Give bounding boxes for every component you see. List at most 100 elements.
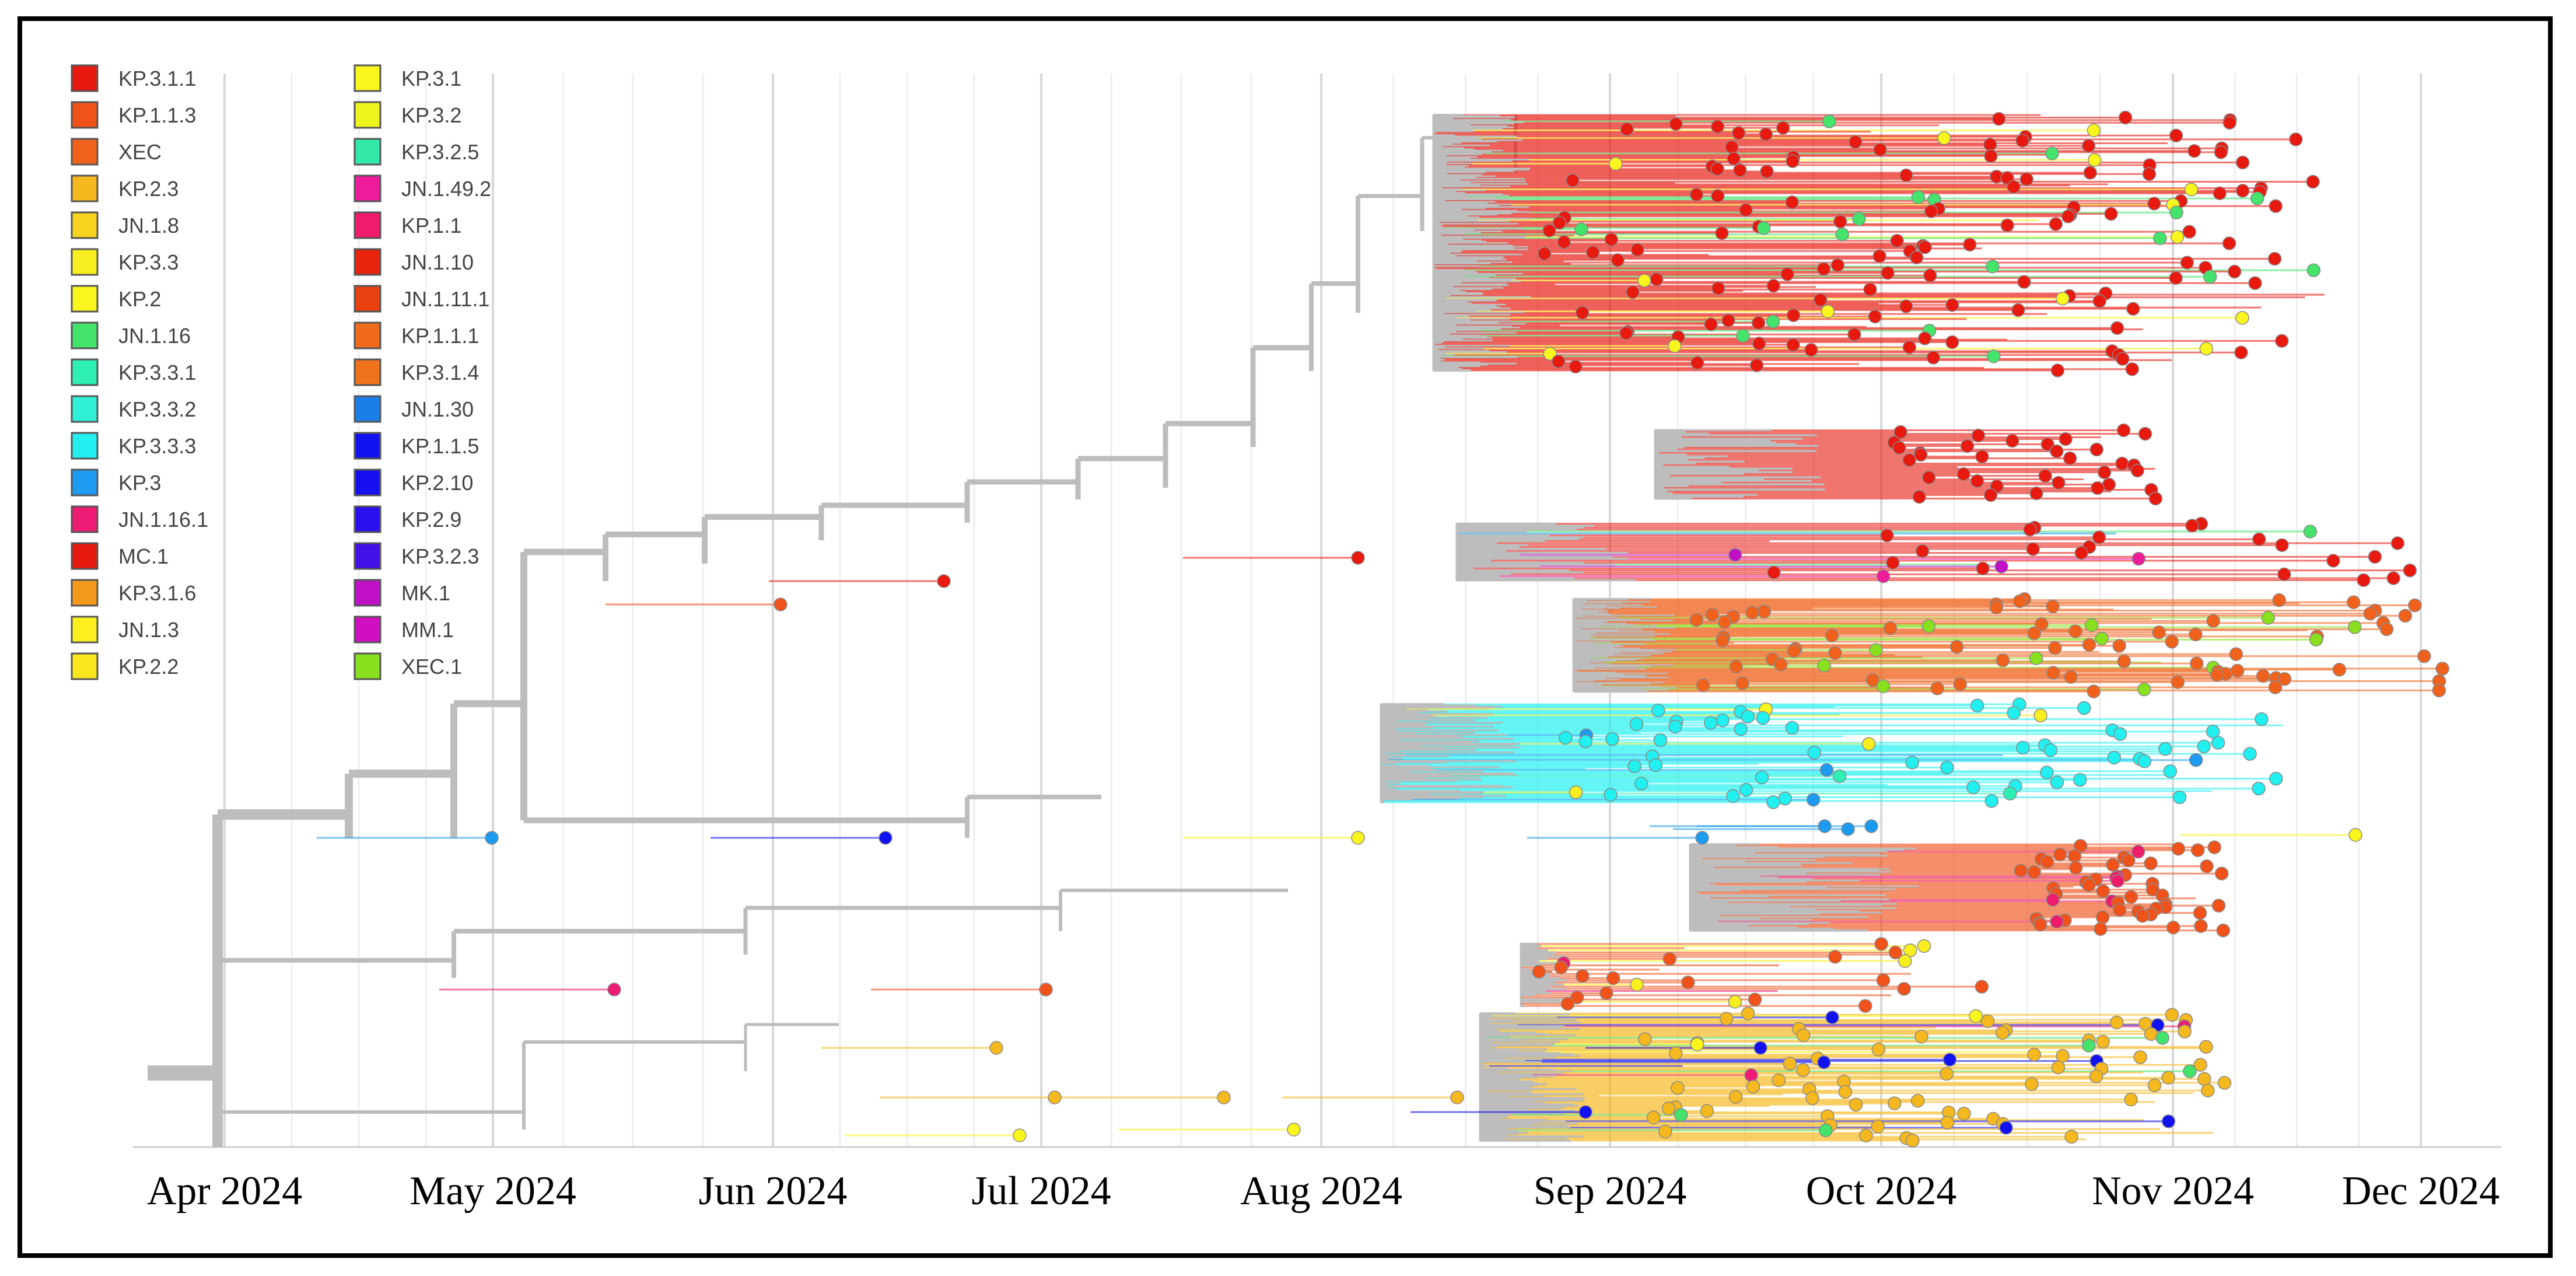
tip-node bbox=[1818, 819, 1832, 833]
tip-node bbox=[1833, 214, 1847, 229]
tip-node bbox=[2194, 919, 2208, 933]
tip-node bbox=[1674, 1108, 1688, 1122]
tip-node bbox=[774, 597, 788, 611]
tip-node bbox=[1756, 221, 1771, 235]
tip-node bbox=[1986, 349, 2001, 363]
tip-node bbox=[2115, 456, 2129, 471]
tip-node bbox=[1557, 235, 1571, 249]
tip-node bbox=[2272, 593, 2286, 607]
tip-node bbox=[2229, 647, 2244, 661]
tip-node bbox=[2074, 546, 2088, 560]
tip-node bbox=[2170, 230, 2185, 244]
tip-node bbox=[2379, 622, 2394, 637]
legend-label: JN.1.49.2 bbox=[401, 177, 491, 201]
legend-swatch bbox=[354, 138, 382, 166]
tip-node bbox=[1604, 788, 1618, 802]
tip-node bbox=[1873, 249, 1887, 263]
tip-node bbox=[1876, 679, 1891, 693]
tip-node bbox=[1828, 646, 1842, 660]
tip-node bbox=[2432, 683, 2446, 698]
tip-node bbox=[1716, 713, 1730, 728]
tip-node bbox=[2368, 550, 2382, 564]
legend-swatch bbox=[354, 101, 382, 129]
legend-label: KP.3.3.2 bbox=[118, 397, 196, 421]
legend-label: KP.2 bbox=[118, 287, 161, 311]
tip-node bbox=[1733, 163, 1747, 177]
tip-node bbox=[2185, 519, 2199, 533]
legend-label: KP.2.9 bbox=[401, 508, 461, 532]
tip-node bbox=[1543, 347, 1557, 361]
tip-node bbox=[1629, 717, 1644, 731]
tip-node bbox=[1751, 316, 1766, 330]
tip-node bbox=[1866, 673, 1880, 687]
tip-node bbox=[1700, 1104, 1714, 1118]
legend-label: KP.3.1 bbox=[401, 67, 461, 90]
legend-label: JN.1.10 bbox=[401, 250, 474, 274]
tip-node bbox=[1668, 1046, 1683, 1061]
legend-label: KP.2.2 bbox=[118, 655, 178, 679]
tip-node bbox=[2197, 739, 2211, 754]
tip-node bbox=[1912, 490, 1926, 504]
tip-node bbox=[2102, 477, 2116, 492]
tip-node bbox=[2085, 618, 2099, 632]
tip-node bbox=[2094, 922, 2108, 936]
tip-node bbox=[2038, 469, 2052, 483]
tip-node bbox=[2326, 554, 2340, 568]
tip-node bbox=[1825, 628, 1839, 642]
tip-node bbox=[1650, 272, 1664, 286]
tip-node bbox=[2407, 598, 2422, 613]
axis-tick-label: Sep 2024 bbox=[1534, 1169, 1687, 1214]
legend-swatch bbox=[71, 579, 99, 607]
tip-node bbox=[2000, 218, 2014, 233]
tip-node bbox=[2056, 1048, 2070, 1063]
tip-node bbox=[1569, 785, 1583, 799]
tip-node bbox=[2106, 858, 2120, 872]
tip-node bbox=[1711, 281, 1726, 295]
tip-node bbox=[1566, 173, 1580, 188]
tip-node bbox=[1772, 1073, 1786, 1088]
legend-swatch bbox=[354, 395, 382, 423]
tip-node bbox=[2011, 303, 2025, 317]
tip-node bbox=[1703, 716, 1718, 730]
tip-node bbox=[2089, 1069, 2104, 1083]
tip-node bbox=[1819, 1123, 1833, 1138]
tip-node bbox=[2213, 186, 2227, 201]
legend-label: JN.1.3 bbox=[118, 618, 179, 642]
tip-node bbox=[1980, 1014, 1995, 1029]
tip-node bbox=[2052, 476, 2066, 490]
tip-node bbox=[1570, 990, 1584, 1005]
tip-node bbox=[1841, 822, 1855, 836]
legend-swatch bbox=[71, 432, 99, 460]
tip-node bbox=[2023, 522, 2037, 537]
tip-node bbox=[2020, 172, 2034, 186]
tip-node bbox=[2082, 878, 2096, 892]
tip-node bbox=[485, 831, 499, 845]
tip-node bbox=[2261, 611, 2275, 625]
tip-node bbox=[2346, 595, 2361, 609]
tip-node bbox=[2064, 670, 2078, 684]
tip-node bbox=[2267, 251, 2282, 266]
tip-node bbox=[1619, 326, 1633, 340]
tip-node bbox=[2217, 1076, 2232, 1090]
tree-tips bbox=[485, 110, 2449, 1148]
tip-node bbox=[2046, 599, 2060, 614]
tip-node bbox=[2029, 486, 2043, 501]
tip-node bbox=[2117, 654, 2132, 669]
tip-node bbox=[1887, 1096, 1902, 1110]
tip-node bbox=[1606, 971, 1620, 985]
tip-node bbox=[1975, 980, 1989, 994]
tip-node bbox=[1778, 791, 1792, 806]
tip-node bbox=[1532, 964, 1546, 979]
legend-label: KP.2.10 bbox=[401, 471, 473, 495]
tip-node bbox=[1995, 1026, 2010, 1040]
tip-node bbox=[2197, 1072, 2211, 1086]
tip-node bbox=[2088, 153, 2102, 167]
tip-node bbox=[1560, 997, 1575, 1011]
tip-node bbox=[1696, 678, 1710, 693]
tip-node bbox=[1863, 282, 1877, 297]
legend-swatch bbox=[354, 652, 382, 680]
legend-swatch bbox=[354, 321, 382, 349]
tip-node bbox=[2015, 134, 2029, 148]
tip-node bbox=[2137, 754, 2152, 768]
tip-node bbox=[2306, 263, 2320, 278]
